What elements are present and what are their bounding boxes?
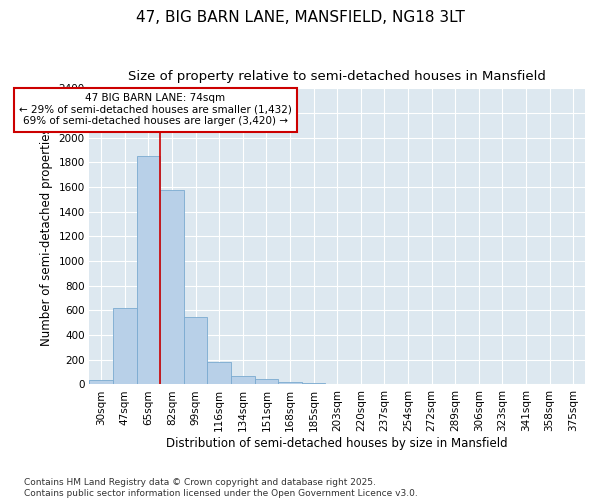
Bar xyxy=(231,376,254,384)
Bar xyxy=(254,380,278,384)
Text: Contains HM Land Registry data © Crown copyright and database right 2025.
Contai: Contains HM Land Registry data © Crown c… xyxy=(24,478,418,498)
Bar xyxy=(160,190,184,384)
Title: Size of property relative to semi-detached houses in Mansfield: Size of property relative to semi-detach… xyxy=(128,70,546,83)
Bar xyxy=(278,382,302,384)
X-axis label: Distribution of semi-detached houses by size in Mansfield: Distribution of semi-detached houses by … xyxy=(166,437,508,450)
Y-axis label: Number of semi-detached properties: Number of semi-detached properties xyxy=(40,127,53,346)
Bar xyxy=(137,156,160,384)
Bar xyxy=(89,380,113,384)
Bar xyxy=(113,308,137,384)
Text: 47 BIG BARN LANE: 74sqm
← 29% of semi-detached houses are smaller (1,432)
69% of: 47 BIG BARN LANE: 74sqm ← 29% of semi-de… xyxy=(19,94,292,126)
Bar xyxy=(184,316,208,384)
Bar xyxy=(208,362,231,384)
Bar xyxy=(302,383,325,384)
Text: 47, BIG BARN LANE, MANSFIELD, NG18 3LT: 47, BIG BARN LANE, MANSFIELD, NG18 3LT xyxy=(136,10,464,25)
